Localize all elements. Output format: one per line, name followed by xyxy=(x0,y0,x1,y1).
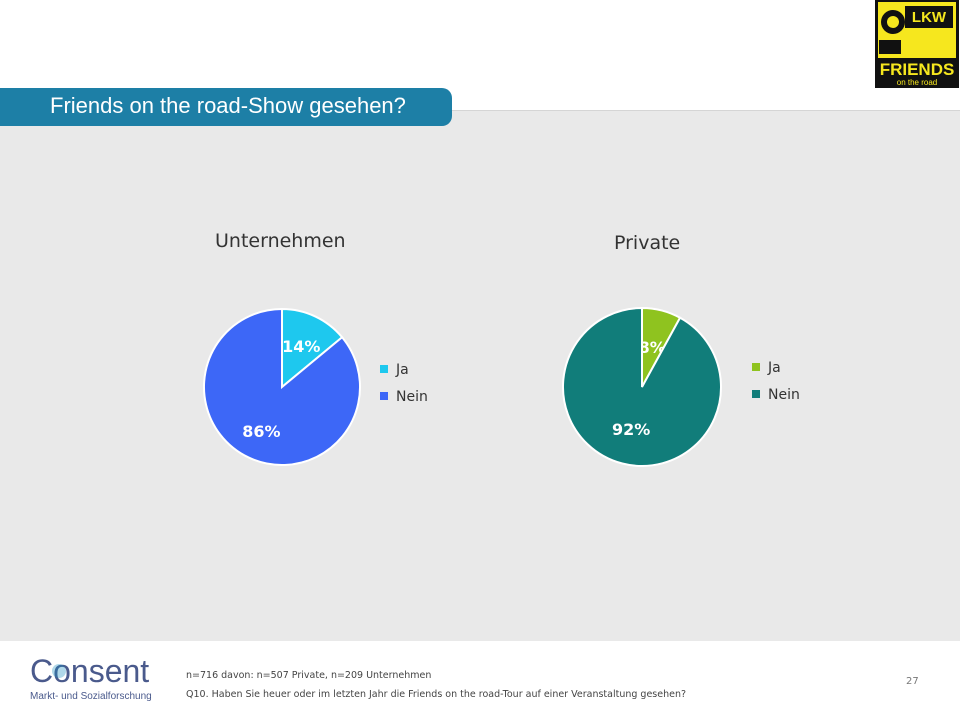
pie-slice-nein xyxy=(203,307,361,466)
chart-title-unternehmen: Unternehmen xyxy=(215,230,346,252)
consent-brand-text: Consent xyxy=(30,653,149,689)
slide-title: Friends on the road-Show gesehen? xyxy=(50,93,406,118)
pie-slice-ja xyxy=(281,307,344,390)
lkw-friends-logo: LKW FRIENDS on the road xyxy=(875,0,959,88)
question-note: Q10. Haben Sie heuer oder im letzten Jah… xyxy=(186,689,687,700)
consent-brand-sub: Markt- und Sozialforschung xyxy=(30,691,152,702)
chart-title-private: Private xyxy=(614,232,681,254)
page-number: 27 xyxy=(906,676,919,687)
consent-logo: Consent Markt- und Sozialforschung xyxy=(30,652,155,704)
data-label-nein: 92% xyxy=(612,420,650,439)
content-panel xyxy=(0,110,960,641)
svg-text:FRIENDS: FRIENDS xyxy=(880,60,955,79)
data-label-ja: 14% xyxy=(282,337,320,356)
slide-title-tab: Friends on the road-Show gesehen? xyxy=(0,88,452,126)
legend-item-nein: Nein xyxy=(380,388,428,406)
legend-item-ja: Ja xyxy=(380,361,409,379)
legend-item-ja-private: Ja xyxy=(752,359,781,377)
legend-swatch-nein xyxy=(380,392,388,400)
legend-swatch-nein-private xyxy=(752,390,760,398)
pie-slice-nein xyxy=(562,306,722,467)
data-label-ja: 8% xyxy=(639,338,666,357)
svg-text:LKW: LKW xyxy=(912,9,947,26)
data-label-nein: 86% xyxy=(242,422,280,441)
pie-chart-unternehmen: 14% 86% xyxy=(203,307,361,466)
sample-note: n=716 davon: n=507 Private, n=209 Untern… xyxy=(186,670,432,681)
pie-chart-private: 8% 92% xyxy=(562,306,722,467)
legend-item-nein-private: Nein xyxy=(752,386,800,404)
legend-swatch-ja xyxy=(380,365,388,373)
legend-swatch-ja-private xyxy=(752,363,760,371)
svg-text:on the road: on the road xyxy=(897,78,937,87)
